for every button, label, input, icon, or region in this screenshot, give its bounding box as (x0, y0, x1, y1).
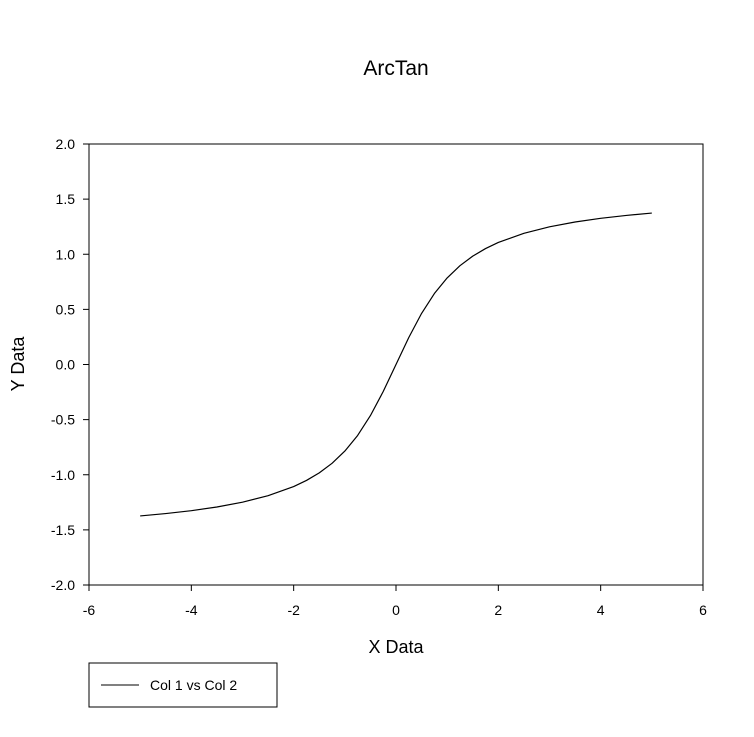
y-tick-label: 0.5 (56, 301, 76, 317)
y-tick-label: -2.0 (51, 577, 75, 593)
x-tick-label: 2 (494, 602, 502, 618)
series-layer (140, 212, 652, 517)
y-tick-label: 2.0 (56, 136, 76, 152)
x-tick-label: -4 (185, 602, 198, 618)
y-axis: 2.0 1.5 1.0 0.5 0.0 -0.5 -1.0 -1.5 -2.0 (51, 136, 89, 593)
x-tick-label: -2 (287, 602, 300, 618)
y-tick-label: -0.5 (51, 412, 75, 428)
x-tick-label: 0 (392, 602, 400, 618)
x-tick-label: 6 (699, 602, 707, 618)
y-tick-label: 0.0 (56, 357, 76, 373)
legend: Col 1 vs Col 2 (88, 662, 278, 708)
x-tick-label: 4 (597, 602, 605, 618)
series-line (140, 212, 652, 517)
legend-label: Col 1 vs Col 2 (150, 677, 237, 693)
chart-title: ArcTan (363, 57, 428, 80)
x-axis-title: X Data (368, 637, 424, 657)
y-tick-label: -1.5 (51, 522, 75, 538)
y-tick-label: 1.0 (56, 246, 76, 262)
y-tick-label: -1.0 (51, 467, 75, 483)
y-axis-title: Y Data (8, 336, 28, 392)
y-tick-label: 1.5 (56, 191, 76, 207)
x-tick-label: -6 (83, 602, 96, 618)
x-axis: -6 -4 -2 0 2 4 6 (83, 585, 707, 618)
